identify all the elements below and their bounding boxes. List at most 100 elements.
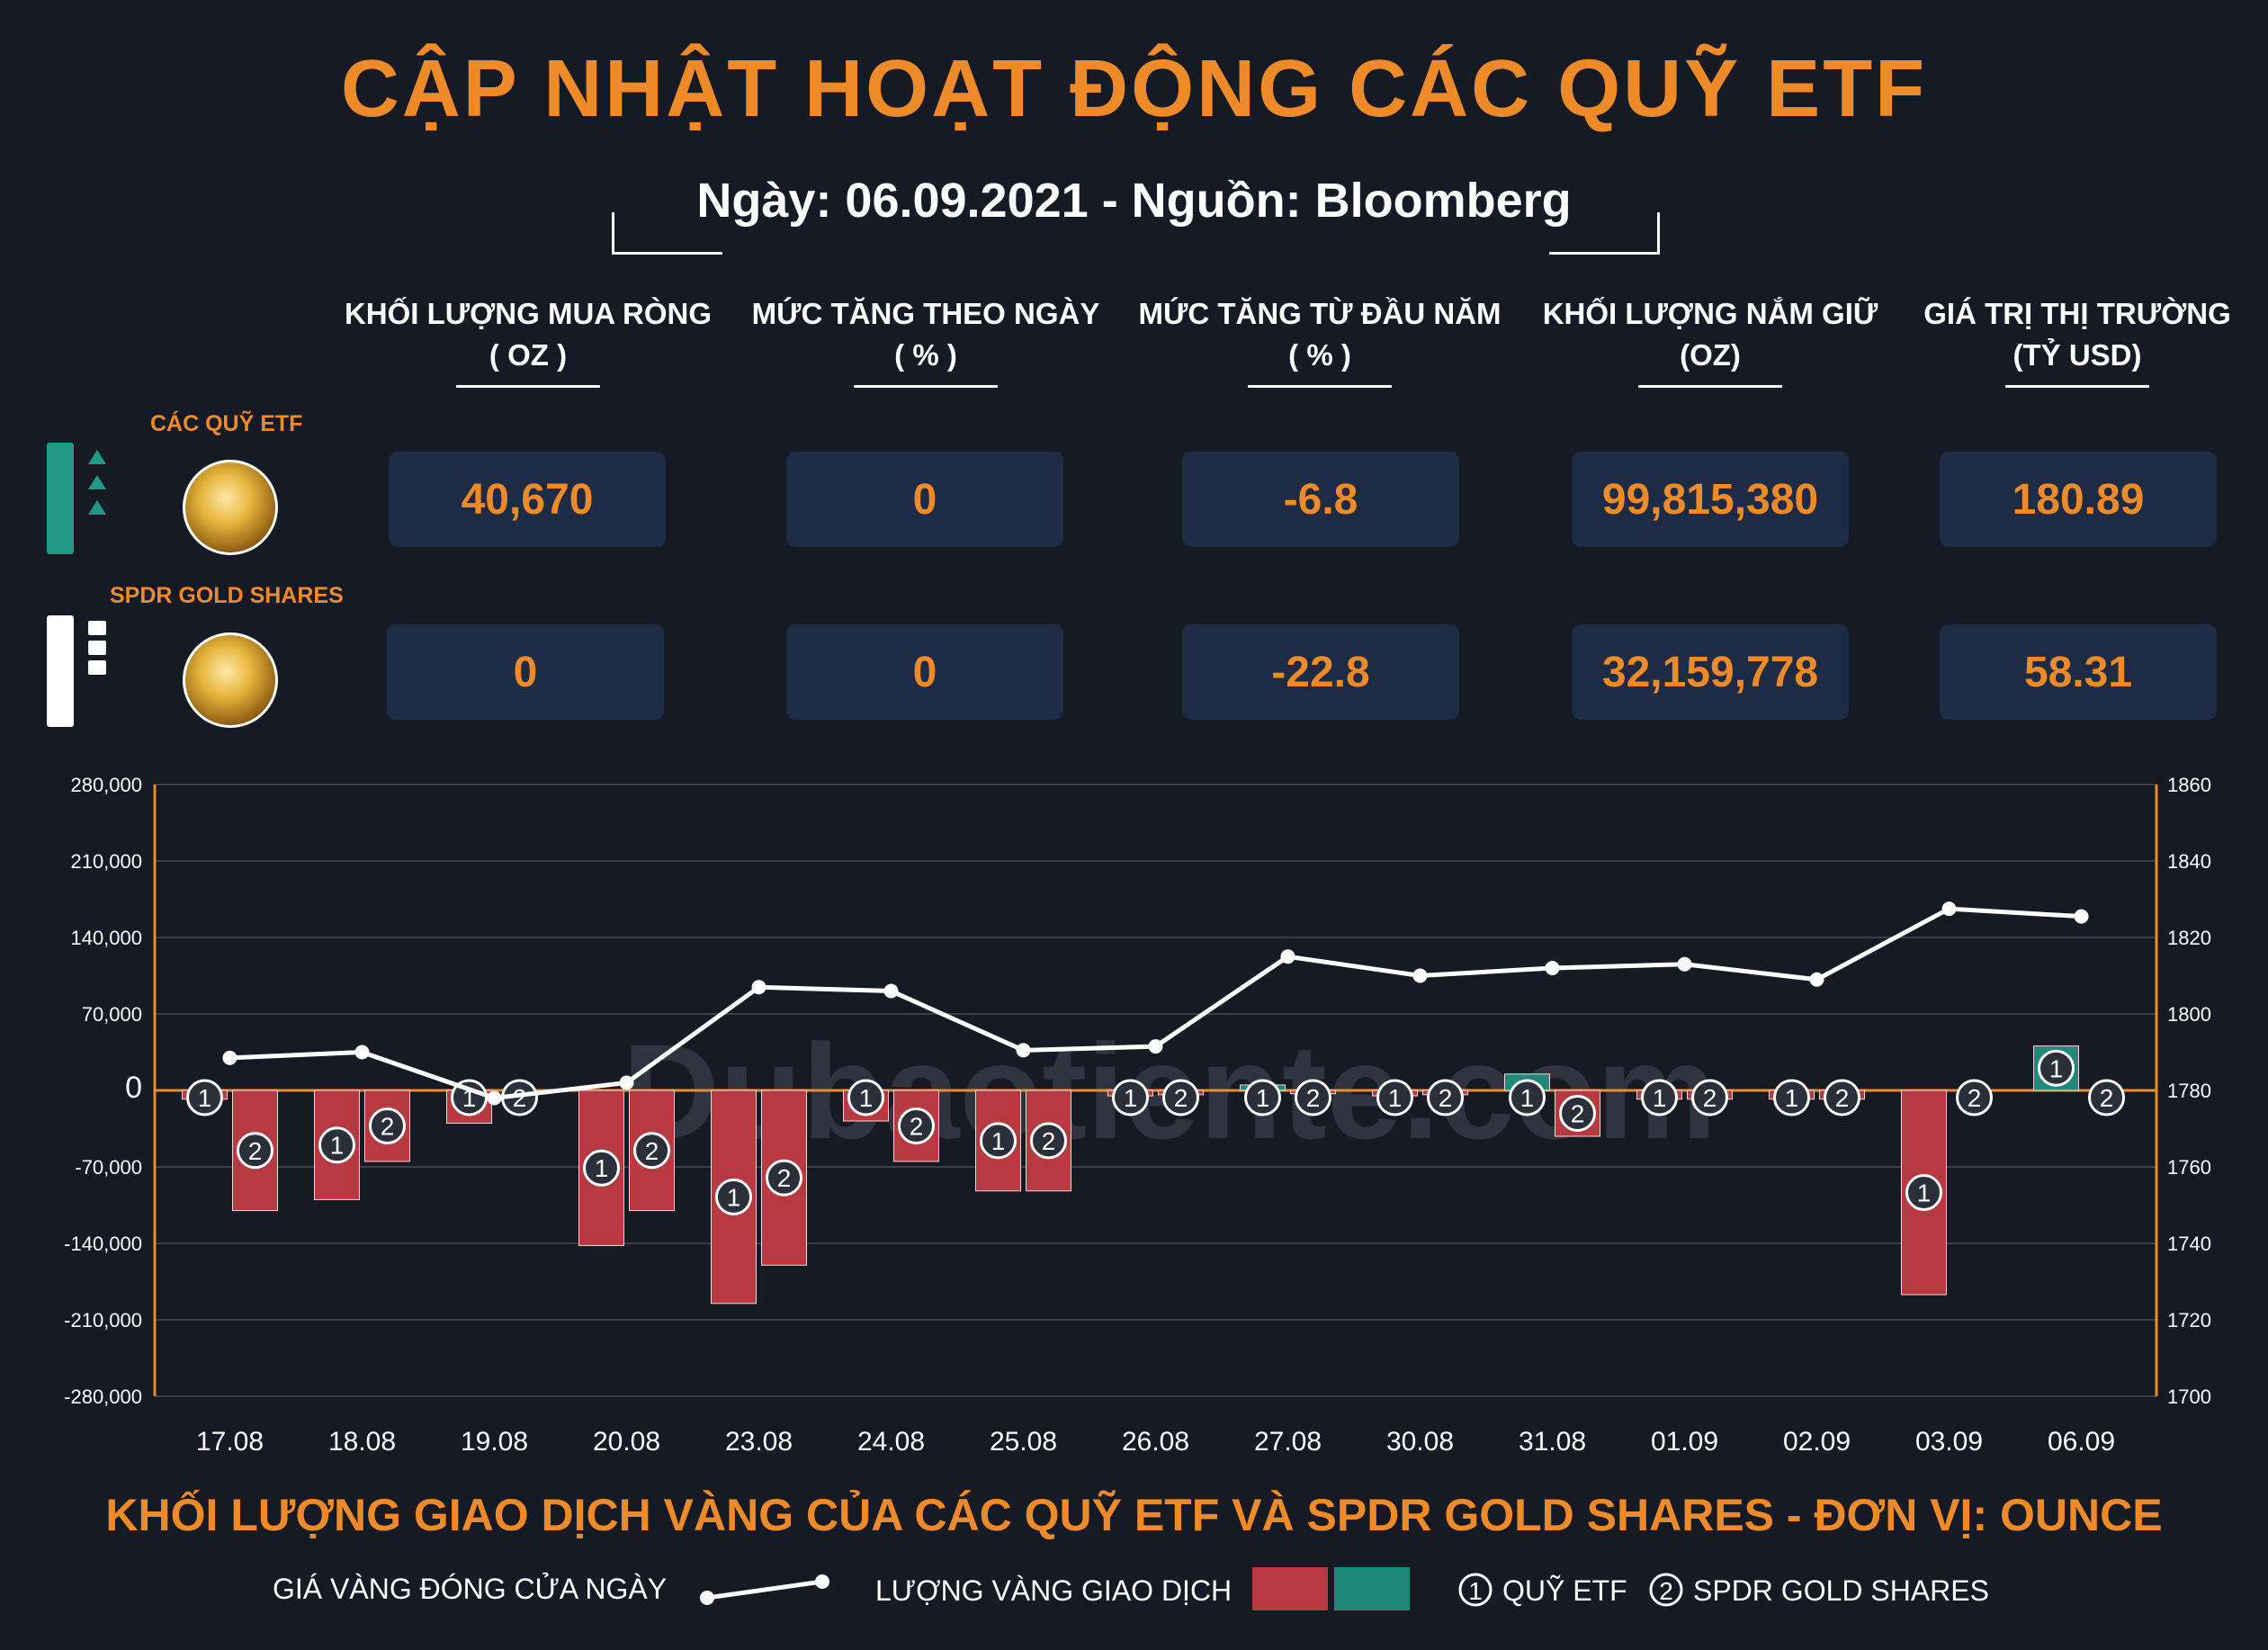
column-header-underline — [456, 385, 600, 388]
series-marker-label: 2 — [248, 1137, 263, 1165]
column-header-net-buy: KHỐI LƯỢNG MUA RÒNG ( OZ ) — [335, 293, 722, 388]
series-marker-label: 1 — [198, 1084, 212, 1112]
series-marker-label: 1 — [1520, 1084, 1535, 1112]
column-header-line1: MỨC TĂNG THEO NGÀY — [751, 297, 1100, 330]
x-tick-label: 23.08 — [725, 1427, 793, 1457]
y-right-tick-label: 1700 — [2167, 1385, 2211, 1408]
y-right-tick-label: 1740 — [2167, 1233, 2211, 1255]
x-tick-label: 19.08 — [461, 1427, 528, 1457]
series-marker-1 — [1905, 1174, 1942, 1212]
subtitle-bracket-left — [612, 212, 722, 255]
gold-price-point — [354, 1045, 370, 1060]
gold-price-point — [619, 1075, 634, 1090]
series-marker-1 — [1244, 1079, 1281, 1116]
series-marker-label: 2 — [1571, 1100, 1585, 1128]
series-marker-label: 2 — [1042, 1127, 1056, 1155]
gold-bar-icon — [183, 632, 278, 728]
spdr-market-value-card: 58.31 — [1940, 624, 2217, 720]
gold-price-point — [2074, 909, 2089, 924]
column-header-line1: GIÁ TRỊ THỊ TRƯỜNG — [1923, 297, 2231, 330]
spdr-holdings-card: 32,159,778 — [1572, 624, 1849, 720]
y-left-tick-label: -280,000 — [64, 1385, 142, 1408]
gold-price-point — [883, 983, 899, 999]
subtitle-bracket-right — [1549, 212, 1660, 255]
spdr-ytd-change-card: -22.8 — [1182, 624, 1459, 720]
etf-bar-icon — [47, 443, 106, 554]
y-right-tick-label: 1760 — [2167, 1156, 2211, 1179]
series-marker-label: 2 — [1306, 1084, 1321, 1112]
svg-text:2: 2 — [1659, 1577, 1673, 1605]
y-right-tick-label: 1800 — [2167, 1003, 2211, 1026]
series-marker-2 — [237, 1132, 273, 1170]
gold-price-point — [1148, 1039, 1163, 1054]
series-marker-label: 1 — [1256, 1084, 1270, 1112]
series-marker-1 — [583, 1149, 620, 1187]
series-marker-label: 1 — [1388, 1084, 1403, 1112]
x-tick-label: 03.09 — [1915, 1427, 1983, 1457]
page-subtitle: Ngày: 06.09.2021 - Nguồn: Bloomberg — [696, 174, 1572, 228]
series-marker-label: 2 — [1174, 1084, 1188, 1112]
series-marker-label: 1 — [595, 1154, 609, 1182]
x-tick-label: 18.08 — [328, 1427, 396, 1457]
x-tick-label: 17.08 — [196, 1427, 264, 1457]
column-header-market-value: GIÁ TRỊ THỊ TRƯỜNG (TỶ USD) — [1884, 293, 2268, 388]
series-marker-2 — [1559, 1095, 1596, 1132]
etf-holdings-card: 99,815,380 — [1572, 452, 1849, 547]
x-tick-label: 26.08 — [1122, 1427, 1189, 1457]
series-marker-label: 1 — [991, 1127, 1006, 1155]
series-marker-2 — [1427, 1079, 1464, 1116]
gold-bar-icon — [183, 460, 278, 555]
series-marker-2 — [1295, 1079, 1331, 1116]
series-marker-1 — [1376, 1079, 1413, 1116]
column-header-line1: KHỐI LƯỢNG NẮM GIỮ — [1542, 297, 1878, 330]
column-header-holdings: KHỐI LƯỢNG NẮM GIỮ (OZ) — [1517, 293, 1904, 388]
series-marker-2 — [1162, 1079, 1199, 1116]
column-header-line2: ( OZ ) — [489, 338, 568, 372]
legend-marker-1-label: QUỸ ETF — [1502, 1574, 1627, 1607]
legend-marker-2-label: SPDR GOLD SHARES — [1693, 1574, 1989, 1607]
series-marker-label: 2 — [1703, 1084, 1717, 1112]
series-marker-2 — [369, 1107, 406, 1144]
series-marker-2 — [633, 1132, 670, 1170]
series-marker-1 — [715, 1178, 752, 1215]
column-header-line2: ( % ) — [894, 338, 957, 372]
gold-price-point — [1677, 956, 1692, 972]
column-header-line2: ( % ) — [1288, 338, 1351, 372]
series-marker-2 — [766, 1159, 802, 1197]
series-marker-1 — [980, 1122, 1017, 1160]
y-left-tick-label: 280,000 — [70, 774, 142, 796]
etf-ytd-change-card: -6.8 — [1182, 452, 1459, 547]
y-right-tick-label: 1840 — [2167, 850, 2211, 873]
series-marker-label: 1 — [330, 1132, 345, 1160]
series-marker-1 — [318, 1126, 355, 1164]
legend-bar-label: LƯỢNG VÀNG GIAO DỊCH — [875, 1574, 1233, 1607]
column-header-ytd-change: MỨC TĂNG TỪ ĐẦU NĂM ( % ) — [1126, 293, 1513, 388]
chart-title: KHỐI LƯỢNG GIAO DỊCH VÀNG CỦA CÁC QUỸ ET… — [105, 1490, 2163, 1540]
y-left-tick-label: -70,000 — [75, 1156, 142, 1179]
series-marker-1 — [1773, 1079, 1810, 1116]
gold-price-point — [1809, 972, 1824, 987]
etf-net-buy-card: 40,670 — [389, 452, 666, 547]
legend-marker-2-icon: 2 — [1649, 1573, 1683, 1607]
gold-price-point — [1545, 961, 1560, 975]
x-tick-label: 31.08 — [1519, 1427, 1586, 1457]
x-tick-label: 06.09 — [2048, 1427, 2115, 1457]
series-marker-label: 1 — [2049, 1054, 2064, 1082]
gold-price-point — [751, 980, 766, 995]
series-marker-label: 2 — [1835, 1084, 1850, 1112]
series-marker-2 — [1956, 1079, 1993, 1116]
column-header-line1: KHỐI LƯỢNG MUA RÒNG — [344, 297, 713, 330]
series-marker-2 — [1824, 1079, 1860, 1116]
x-tick-label: 27.08 — [1254, 1427, 1322, 1457]
series-marker-label: 1 — [1124, 1084, 1138, 1112]
series-marker-label: 1 — [727, 1183, 741, 1211]
series-marker-label: 2 — [381, 1112, 395, 1140]
series-marker-label: 2 — [1439, 1084, 1453, 1112]
series-marker-1 — [1641, 1079, 1678, 1116]
legend-line-icon — [700, 1574, 829, 1605]
x-tick-label: 25.08 — [990, 1427, 1057, 1457]
gold-price-point — [487, 1090, 502, 1106]
y-left-tick-label: 0 — [125, 1071, 142, 1105]
legend-negative-swatch — [1252, 1567, 1328, 1610]
